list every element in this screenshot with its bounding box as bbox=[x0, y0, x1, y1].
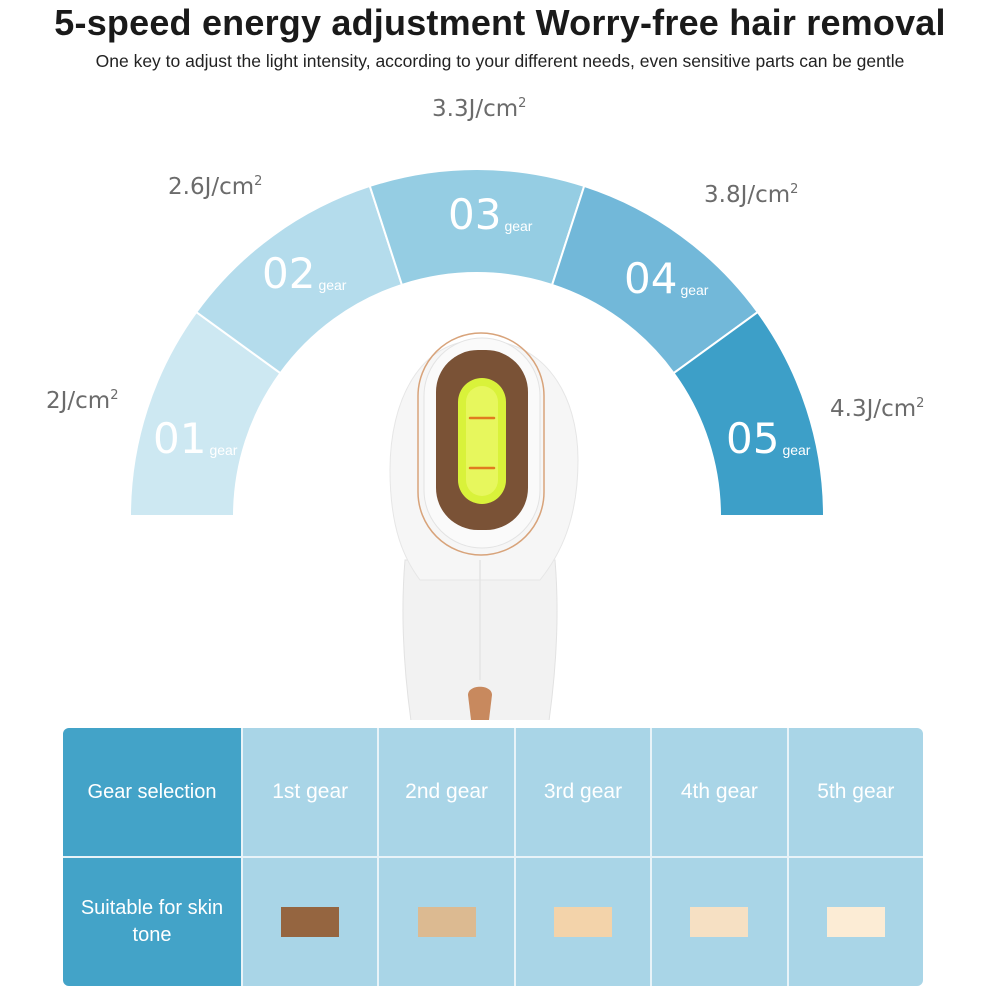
energy-label-01: 2J/cm2 bbox=[46, 388, 119, 414]
energy-value: 2.6J/cm bbox=[168, 174, 255, 200]
gear-selection-header: Gear selection bbox=[63, 728, 241, 856]
gear-cell-2: 2nd gear bbox=[379, 728, 514, 856]
skin-tone-cell-3 bbox=[515, 858, 651, 986]
energy-label-03: 3.3J/cm2 bbox=[432, 96, 526, 122]
skin-tone-cell-4 bbox=[652, 858, 787, 986]
unit-superscript: 2 bbox=[518, 96, 527, 111]
unit-superscript: 2 bbox=[254, 174, 263, 189]
gear-number: 01 bbox=[153, 414, 207, 463]
gear-number: 02 bbox=[262, 249, 316, 298]
gauge-number-03: 03 gear bbox=[448, 194, 532, 236]
page-title: 5-speed energy adjustment Worry-free hai… bbox=[54, 2, 946, 43]
energy-label-04: 3.8J/cm2 bbox=[704, 182, 798, 208]
gear-word: gear bbox=[318, 277, 347, 293]
energy-value: 3.3J/cm bbox=[432, 96, 519, 122]
gear-table: Gear selection 1st gear 2nd gear 3rd gea… bbox=[63, 728, 923, 986]
unit-superscript: 2 bbox=[916, 396, 925, 411]
energy-value: 3.8J/cm bbox=[704, 182, 791, 208]
gear-word: gear bbox=[504, 218, 533, 234]
gauge-number-05: 05 gear bbox=[726, 418, 810, 460]
energy-label-05: 4.3J/cm2 bbox=[830, 396, 924, 422]
skin-tone-swatch bbox=[281, 907, 340, 937]
skin-tone-cell-5 bbox=[788, 858, 923, 986]
skin-tone-cell-1 bbox=[243, 858, 378, 986]
energy-gauge bbox=[128, 168, 826, 720]
skin-tone-cell-2 bbox=[379, 858, 514, 986]
energy-label-02: 2.6J/cm2 bbox=[168, 174, 262, 200]
gear-number: 04 bbox=[624, 254, 678, 303]
device-power-button bbox=[468, 686, 492, 720]
energy-value: 2J/cm bbox=[46, 388, 111, 414]
gauge-segment-05 bbox=[672, 310, 826, 517]
energy-value: 4.3J/cm bbox=[830, 396, 917, 422]
skin-tone-swatch bbox=[553, 907, 612, 937]
gear-word: gear bbox=[782, 442, 811, 458]
gear-cell-4: 4th gear bbox=[652, 728, 787, 856]
gear-word: gear bbox=[209, 442, 238, 458]
page-subtitle: One key to adjust the light intensity, a… bbox=[95, 51, 905, 71]
skin-tone-swatch bbox=[826, 907, 885, 937]
device-rim bbox=[417, 332, 545, 556]
gear-number: 05 bbox=[726, 414, 780, 463]
gear-word: gear bbox=[680, 282, 709, 298]
gauge-number-01: 01 gear bbox=[153, 418, 237, 460]
skin-tone-swatch bbox=[417, 907, 476, 937]
gear-cell-5: 5th gear bbox=[788, 728, 923, 856]
gear-cell-3: 3rd gear bbox=[515, 728, 651, 856]
hair-removal-device-illustration bbox=[389, 332, 579, 720]
gauge-number-02: 02 gear bbox=[262, 253, 346, 295]
gauge-number-04: 04 gear bbox=[624, 258, 708, 300]
unit-superscript: 2 bbox=[110, 388, 119, 403]
unit-superscript: 2 bbox=[790, 182, 799, 197]
gear-number: 03 bbox=[448, 190, 502, 239]
skin-tone-swatch bbox=[690, 907, 749, 937]
skin-tone-header: Suitable for skin tone bbox=[63, 858, 241, 986]
gear-cell-1: 1st gear bbox=[243, 728, 378, 856]
